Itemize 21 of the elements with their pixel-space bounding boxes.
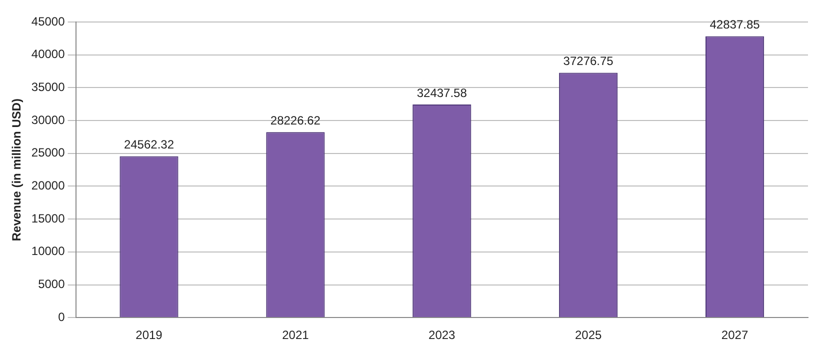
y-tick-label: 30000 bbox=[31, 112, 66, 127]
x-tick-label: 2025 bbox=[574, 328, 602, 342]
data-label: 28226.62 bbox=[270, 113, 321, 128]
y-tick-label: 15000 bbox=[31, 211, 66, 226]
y-tick-label: 45000 bbox=[31, 14, 66, 28]
data-label: 24562.32 bbox=[124, 138, 174, 152]
y-tick-label: 40000 bbox=[31, 47, 66, 62]
y-tick-label: 25000 bbox=[31, 146, 66, 160]
x-tick-label: 2021 bbox=[282, 328, 310, 342]
x-tick-label: 2027 bbox=[721, 328, 748, 342]
y-axis-title: Revenue (in million USD) bbox=[10, 98, 24, 242]
y-tick-label: 5000 bbox=[38, 277, 66, 292]
y-tick-label: 20000 bbox=[31, 178, 66, 193]
y-tick-label: 0 bbox=[58, 310, 66, 324]
x-tick-label: 2023 bbox=[428, 328, 456, 342]
y-tick-label: 35000 bbox=[31, 80, 66, 94]
data-label: 42837.85 bbox=[710, 18, 760, 32]
x-tick-label: 2019 bbox=[136, 328, 163, 342]
data-label: 32437.58 bbox=[416, 86, 468, 100]
data-label: 37276.75 bbox=[563, 54, 614, 68]
y-tick-label: 10000 bbox=[31, 244, 66, 258]
